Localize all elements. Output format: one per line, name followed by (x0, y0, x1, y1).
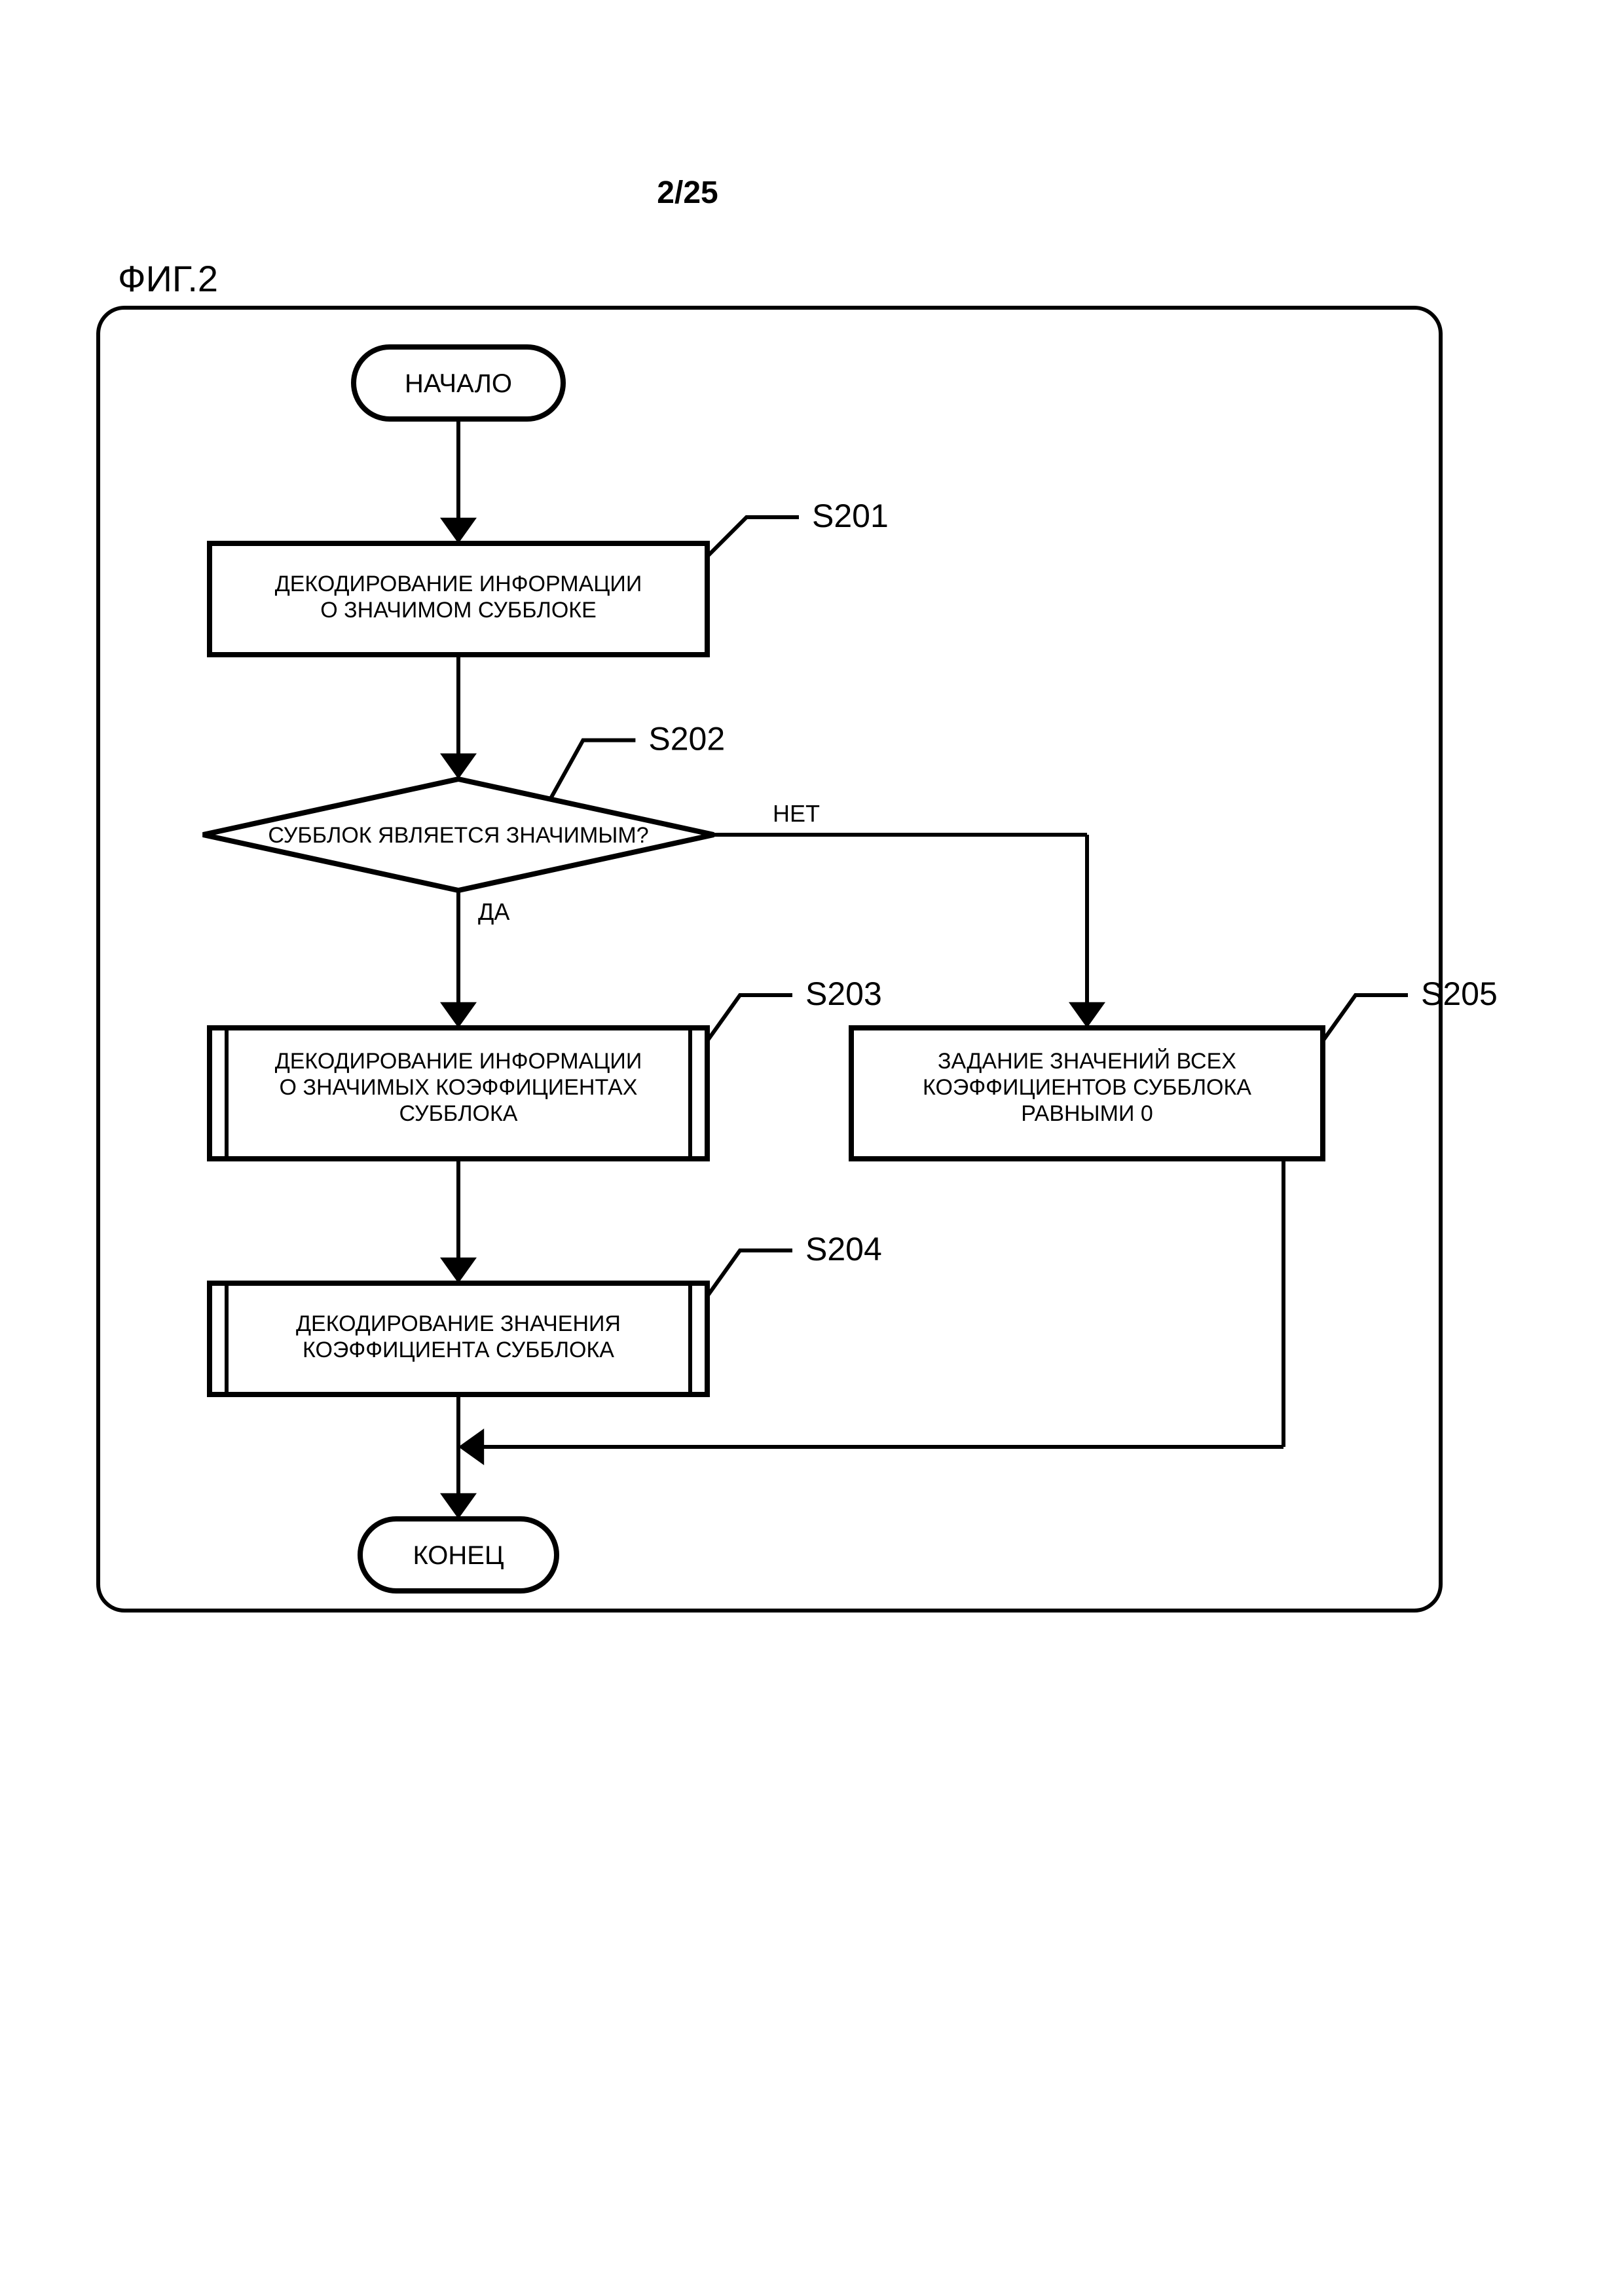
predef-s203-label: СУББЛОКА (399, 1101, 518, 1126)
arrow-head (458, 1429, 484, 1465)
terminal-start-label: НАЧАЛО (405, 369, 512, 398)
page-container: { "page": { "number": "2/25", "figure": … (0, 0, 1624, 2296)
predef-s203-label: ДЕКОДИРОВАНИЕ ИНФОРМАЦИИ (275, 1049, 642, 1074)
ref-s201: S201 (812, 498, 889, 534)
ref-leader (707, 1250, 792, 1296)
ref-s204: S204 (805, 1231, 882, 1267)
arrow-head (440, 1258, 477, 1283)
process-s205-label: ЗАДАНИЕ ЗНАЧЕНИЙ ВСЕХ (938, 1049, 1236, 1074)
ref-leader (550, 740, 635, 799)
ref-s203: S203 (805, 975, 882, 1012)
flowchart-svg: 2/25ФИГ.2НАЧАЛОДЕКОДИРОВАНИЕ ИНФОРМАЦИИО… (0, 0, 1624, 2296)
ref-leader (707, 995, 792, 1041)
arrow-head (1069, 1002, 1105, 1028)
process-s201-label: ДЕКОДИРОВАНИЕ ИНФОРМАЦИИ (275, 572, 642, 596)
edge-no-label: НЕТ (773, 800, 820, 827)
process-s205-label: РАВНЫМИ 0 (1021, 1101, 1153, 1126)
ref-s202: S202 (648, 721, 725, 757)
arrow-head (440, 754, 477, 779)
ref-leader (707, 517, 799, 556)
process-s201-label: О ЗНАЧИМОМ СУББЛОКЕ (320, 598, 597, 623)
predef-s203-label: О ЗНАЧИМЫХ КОЭФФИЦИЕНТАХ (280, 1075, 638, 1100)
figure-frame (98, 308, 1441, 1611)
arrow-head (440, 518, 477, 543)
terminal-end-label: КОНЕЦ (413, 1541, 504, 1570)
figure-label: ФИГ.2 (118, 258, 218, 299)
ref-s205: S205 (1421, 975, 1498, 1012)
arrow-head (440, 1493, 477, 1519)
predef-s204-label: КОЭФФИЦИЕНТА СУББЛОКА (303, 1338, 614, 1362)
ref-leader (1323, 995, 1408, 1041)
edge-yes-label: ДА (478, 898, 509, 925)
predef-s204-label: ДЕКОДИРОВАНИЕ ЗНАЧЕНИЯ (296, 1311, 621, 1336)
page-number: 2/25 (657, 175, 718, 210)
decision-s202-label: СУББЛОК ЯВЛЯЕТСЯ ЗНАЧИМЫМ? (268, 823, 648, 848)
arrow-head (440, 1002, 477, 1028)
process-s205-label: КОЭФФИЦИЕНТОВ СУББЛОКА (923, 1075, 1251, 1100)
